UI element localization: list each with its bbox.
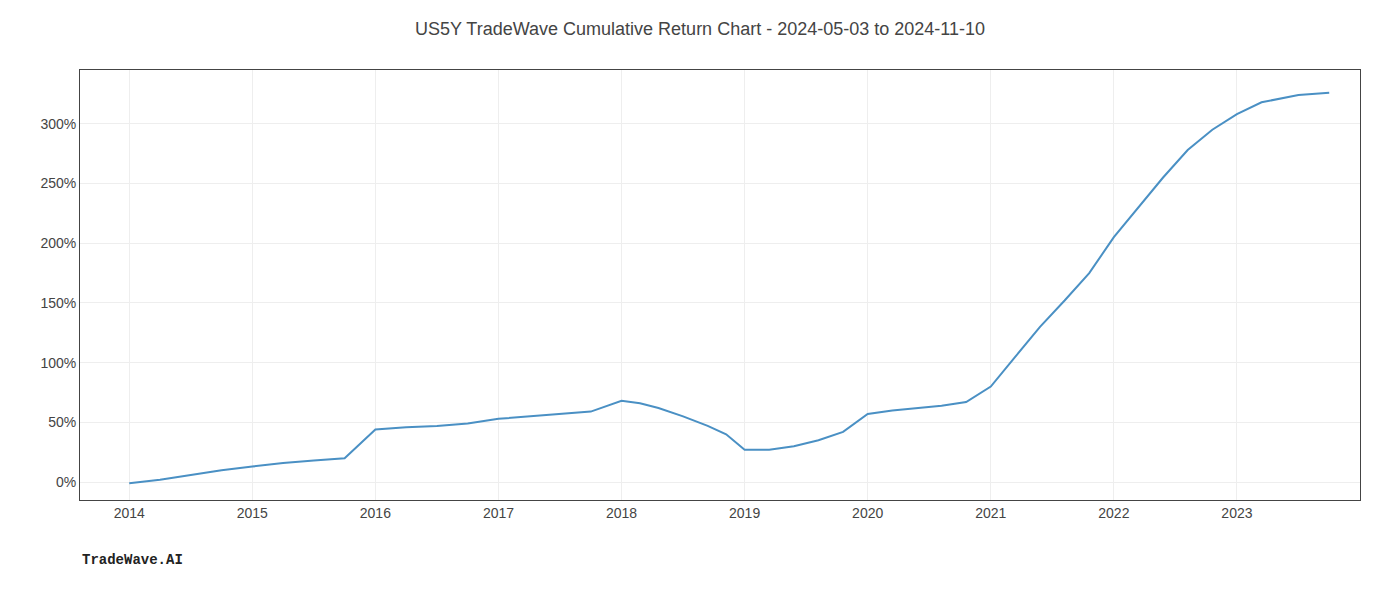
svg-text:100%: 100%	[40, 355, 76, 371]
svg-text:300%: 300%	[40, 116, 76, 132]
svg-text:250%: 250%	[40, 175, 76, 191]
svg-text:2014: 2014	[114, 505, 145, 521]
svg-text:150%: 150%	[40, 295, 76, 311]
svg-text:2022: 2022	[1098, 505, 1129, 521]
svg-text:TradeWave.AI: TradeWave.AI	[82, 552, 183, 568]
svg-text:50%: 50%	[48, 414, 76, 430]
svg-text:US5Y TradeWave Cumulative Retu: US5Y TradeWave Cumulative Return Chart -…	[415, 19, 985, 39]
svg-text:2021: 2021	[975, 505, 1006, 521]
svg-text:2016: 2016	[360, 505, 391, 521]
svg-text:2018: 2018	[606, 505, 637, 521]
svg-text:2020: 2020	[852, 505, 883, 521]
svg-text:0%: 0%	[56, 474, 76, 490]
svg-text:200%: 200%	[40, 235, 76, 251]
svg-text:2019: 2019	[729, 505, 760, 521]
svg-text:2015: 2015	[237, 505, 268, 521]
svg-text:2017: 2017	[483, 505, 514, 521]
svg-text:2023: 2023	[1221, 505, 1252, 521]
